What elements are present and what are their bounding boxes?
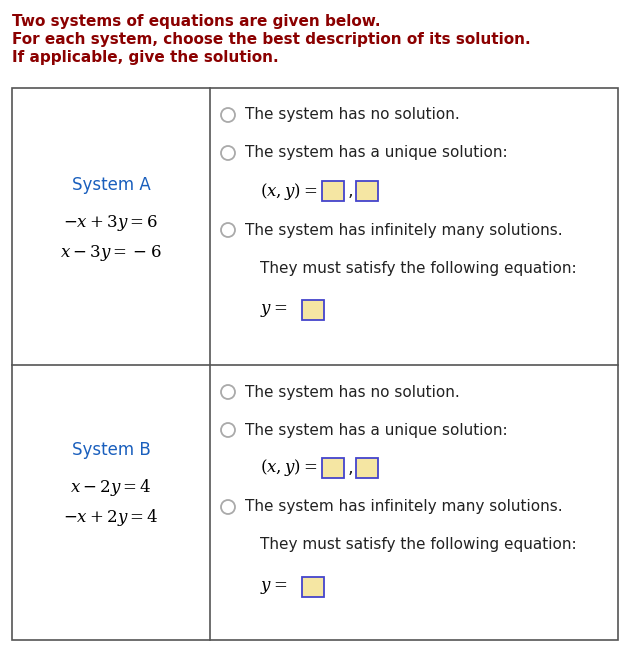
Bar: [322, 458, 344, 478]
Text: They must satisfy the following equation:: They must satisfy the following equation…: [260, 537, 577, 552]
Bar: [322, 181, 344, 201]
Text: They must satisfy the following equation:: They must satisfy the following equation…: [260, 260, 577, 275]
Bar: [356, 458, 378, 478]
Bar: [302, 577, 324, 597]
Text: $x-3y=-6$: $x-3y=-6$: [60, 243, 162, 263]
Circle shape: [221, 223, 235, 237]
Circle shape: [221, 385, 235, 399]
Text: The system has a unique solution:: The system has a unique solution:: [245, 422, 507, 437]
Text: $y =$: $y =$: [260, 301, 287, 319]
Text: The system has no solution.: The system has no solution.: [245, 108, 460, 123]
Text: ,: ,: [348, 459, 354, 477]
Text: $-x+3y=6$: $-x+3y=6$: [63, 213, 159, 233]
Text: The system has infinitely many solutions.: The system has infinitely many solutions…: [245, 500, 563, 515]
Circle shape: [221, 146, 235, 160]
Text: ,: ,: [348, 182, 354, 200]
Text: $(x , y) =$: $(x , y) =$: [260, 458, 318, 478]
Bar: [12, 88, 618, 640]
Text: System A: System A: [72, 176, 150, 194]
Text: System B: System B: [72, 441, 150, 459]
Text: For each system, choose the best description of its solution.: For each system, choose the best descrip…: [12, 32, 531, 47]
Circle shape: [221, 423, 235, 437]
Text: $-x+2y=4$: $-x+2y=4$: [63, 508, 159, 528]
Text: $x-2y=4$: $x-2y=4$: [70, 478, 152, 498]
Text: The system has no solution.: The system has no solution.: [245, 384, 460, 400]
Text: Two systems of equations are given below.: Two systems of equations are given below…: [12, 14, 381, 29]
Text: $y =$: $y =$: [260, 578, 287, 596]
Bar: [302, 300, 324, 320]
Text: $(x , y) =$: $(x , y) =$: [260, 180, 318, 201]
Circle shape: [221, 500, 235, 514]
Text: The system has a unique solution:: The system has a unique solution:: [245, 145, 507, 160]
Text: The system has infinitely many solutions.: The system has infinitely many solutions…: [245, 223, 563, 238]
Circle shape: [221, 108, 235, 122]
Bar: [356, 181, 378, 201]
Text: If applicable, give the solution.: If applicable, give the solution.: [12, 50, 279, 65]
